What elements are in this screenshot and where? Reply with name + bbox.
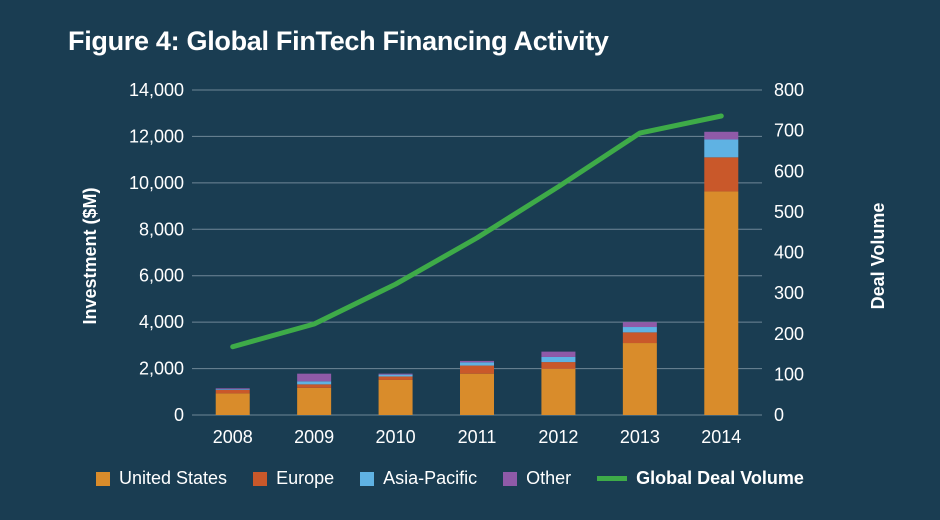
legend-label: United States [119, 468, 228, 488]
bar-asia-pacific [215, 389, 250, 390]
legend-swatch [96, 471, 110, 486]
bar-asia-pacific [378, 374, 413, 377]
y-tick-label: 6,000 [139, 266, 184, 286]
y-tick-label: 0 [174, 405, 184, 425]
legend-swatch [360, 471, 375, 486]
bar-europe [460, 365, 494, 374]
deal-volume-line-path [230, 113, 724, 350]
bar-asia-pacific [297, 381, 332, 385]
bar-europe [297, 384, 332, 388]
legend-label: Europe [276, 468, 335, 488]
y-tick-label: 14,000 [129, 80, 184, 100]
y-right-tick-label: 300 [774, 283, 804, 303]
y-right-tick-label: 0 [774, 405, 784, 425]
y-tick-label: 12,000 [129, 126, 184, 146]
bar-asia-pacific [460, 362, 494, 366]
bar-other [297, 373, 332, 382]
legend: United States Europe Asia-Pacific Other … [96, 468, 804, 489]
chart-title: Figure 4: Global FinTech Financing Activ… [68, 26, 609, 56]
deal-volume-line [230, 113, 724, 350]
y-tick-label: 2,000 [139, 359, 184, 379]
y-right-tick-label: 600 [774, 161, 804, 181]
legend-swatch [253, 471, 268, 486]
bar-united-states [215, 393, 250, 415]
bar-europe [378, 376, 413, 380]
y-right-tick-label: 800 [774, 80, 804, 100]
legend-line-swatch [597, 476, 628, 481]
legend-label: Asia-Pacific [383, 468, 478, 488]
bar-other [622, 322, 657, 328]
bar-other [704, 131, 739, 140]
bar-asia-pacific [541, 356, 576, 363]
legend-item-europe: Europe [253, 468, 334, 489]
bar-united-states [297, 387, 332, 415]
bar-asia-pacific [622, 327, 657, 333]
legend-item-united-states: United States [96, 468, 227, 489]
right-axis-ticks: 0 100 200 300 400 500 600 700 800 [774, 80, 804, 425]
left-axis-ticks: 0 2,000 4,000 6,000 8,000 10,000 12,000 14,000 [129, 80, 184, 425]
y-right-tick-label: 500 [774, 202, 804, 222]
bar-other [215, 388, 250, 390]
bar-europe [215, 389, 250, 394]
y-tick-label: 8,000 [139, 219, 184, 239]
bar-united-states [704, 191, 739, 415]
bar-other [378, 373, 413, 375]
bar-asia-pacific [704, 139, 739, 158]
x-tick-label: 2013 [620, 427, 660, 447]
bar-united-states [541, 368, 576, 415]
x-tick-label: 2011 [458, 427, 497, 447]
y-right-tick-label: 200 [774, 324, 804, 344]
y-right-tick-label: 100 [774, 364, 804, 384]
x-tick-label: 2014 [701, 427, 741, 447]
y-axis-right-title: Deal Volume [868, 203, 888, 310]
y-right-tick-label: 400 [774, 243, 804, 263]
x-tick-label: 2009 [294, 427, 334, 447]
bar-united-states [622, 343, 657, 415]
bar-other [460, 360, 494, 363]
bar-europe [704, 157, 739, 192]
bar-united-states [460, 373, 494, 415]
chart-area: 02,0004,0006,0008,00010,00012,00014,000 … [80, 80, 888, 447]
bar-europe [541, 362, 576, 369]
legend-swatch [503, 471, 518, 486]
legend-label: Other [526, 468, 572, 488]
bar-europe [622, 332, 657, 344]
legend-item-asia-pacific: Asia-Pacific [360, 468, 477, 489]
legend-item-global-deal-volume: Global Deal Volume [597, 468, 804, 489]
x-axis-ticks: 2008 2009 2010 2011 2012 2013 2014 [213, 427, 742, 447]
y-tick-label: 4,000 [139, 312, 184, 332]
x-tick-label: 2010 [376, 427, 416, 447]
bar-united-states [378, 379, 413, 415]
bar-other [541, 351, 576, 357]
y-tick-label: 10,000 [129, 173, 184, 193]
x-tick-label: 2012 [538, 427, 578, 447]
legend-label: Global Deal Volume [636, 468, 804, 488]
y-axis-title: Investment ($M) [80, 187, 100, 324]
legend-item-other: Other [503, 468, 571, 489]
bars [215, 131, 739, 415]
x-tick-label: 2008 [213, 427, 253, 447]
y-right-tick-label: 700 [774, 121, 804, 141]
